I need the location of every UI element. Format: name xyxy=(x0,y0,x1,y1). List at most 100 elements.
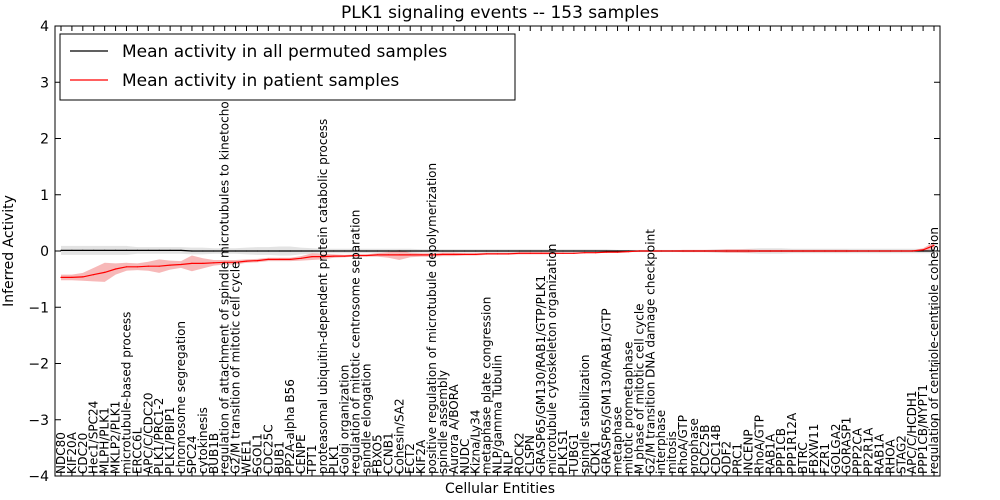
y-tick-label: 4 xyxy=(40,19,49,35)
x-tick-label: PRC1 xyxy=(731,443,745,474)
point-patient-52 xyxy=(627,251,630,253)
x-tick-label: CDC25C xyxy=(261,424,275,474)
point-permuted-1 xyxy=(71,249,73,251)
point-patient-42 xyxy=(518,252,520,254)
x-tick-label: spindle assembly xyxy=(436,370,450,474)
x-tick-label: CLSPN xyxy=(523,435,537,474)
point-patient-76 xyxy=(889,250,892,252)
point-permuted-26 xyxy=(344,250,346,252)
point-patient-26 xyxy=(344,255,346,257)
point-patient-40 xyxy=(496,253,499,255)
x-tick-label: Cohesin/SA2 xyxy=(392,398,406,474)
point-permuted-48 xyxy=(584,250,586,252)
point-patient-21 xyxy=(289,258,291,260)
x-tick-label: Kizna/Ly34 xyxy=(469,410,483,474)
point-patient-4 xyxy=(104,271,106,273)
point-permuted-2 xyxy=(82,249,84,251)
y-tick-label: −1 xyxy=(28,300,49,316)
x-tick-label: NLP xyxy=(501,451,515,474)
x-tick-label: INCENP xyxy=(742,429,756,474)
x-tick-label: APC/C/HCDH1 xyxy=(905,390,919,474)
point-patient-64 xyxy=(758,250,761,252)
point-permuted-10 xyxy=(169,249,171,251)
point-patient-0 xyxy=(60,276,62,278)
x-tick-label: FZR1 xyxy=(818,443,832,474)
x-tick-label: CDC25B xyxy=(698,424,712,474)
x-tick-label: RHOA xyxy=(883,438,897,474)
x-tick-label: FBXO5 xyxy=(371,434,385,474)
point-patient-29 xyxy=(376,254,379,256)
point-patient-27 xyxy=(355,254,357,257)
point-permuted-8 xyxy=(147,249,149,251)
point-patient-61 xyxy=(726,250,728,252)
x-tick-label: ROCK2 xyxy=(512,432,526,474)
point-permuted-34 xyxy=(431,250,433,252)
x-tick-label: chromosome segregation xyxy=(174,321,188,474)
x-tick-label: proteasomal ubiquitin-dependent protein … xyxy=(316,119,330,474)
x-tick-label: PLK1 xyxy=(327,445,341,474)
x-tick-label: RhoA/GTP xyxy=(676,415,690,474)
x-tick-label: PLK1S1 xyxy=(556,429,570,474)
point-patient-63 xyxy=(747,250,750,252)
point-patient-24 xyxy=(322,256,324,258)
point-permuted-27 xyxy=(355,250,357,252)
point-permuted-19 xyxy=(267,250,269,252)
legend-label-permuted: Mean activity in all permuted samples xyxy=(122,42,447,62)
point-patient-79 xyxy=(922,249,924,251)
y-axis-label: Inferred Activity xyxy=(1,195,17,307)
point-permuted-23 xyxy=(311,250,313,252)
x-tick-label: APC/C/CDC20 xyxy=(141,392,155,474)
point-patient-10 xyxy=(169,264,171,266)
x-tick-label: KIF20A xyxy=(65,431,79,474)
x-tick-label: PPP1R12A xyxy=(785,412,799,474)
x-axis: NDC80KIF20ACDC20Hec1/SPC24MLPH/PLK1MKLP2… xyxy=(54,26,941,476)
point-permuted-17 xyxy=(245,250,248,252)
x-tick-label: ECT2 xyxy=(403,443,417,474)
x-tick-label: regulation of centriole-centriole cohesi… xyxy=(927,227,941,474)
chart-title: PLK1 signaling events -- 153 samples xyxy=(341,3,659,23)
point-permuted-32 xyxy=(409,250,411,252)
point-permuted-28 xyxy=(366,250,368,252)
x-tick-label: metaphase plate congression xyxy=(480,297,494,474)
x-tick-label: FBXW11 xyxy=(807,424,821,475)
x-tick-label: PP2A-alpha B56 xyxy=(283,379,297,474)
legend: Mean activity in all permuted samples Me… xyxy=(59,33,516,101)
point-patient-65 xyxy=(769,250,771,252)
point-patient-20 xyxy=(278,258,280,260)
point-patient-55 xyxy=(660,250,662,252)
x-tick-label: BUB1B xyxy=(207,433,221,474)
x-tick-label: NLP/gamma Tubulin xyxy=(491,355,505,474)
point-permuted-11 xyxy=(180,249,182,251)
point-permuted-6 xyxy=(125,249,128,251)
x-tick-label: PPP1CB xyxy=(774,428,788,474)
x-tick-label: BTRC xyxy=(796,442,810,474)
point-patient-74 xyxy=(867,250,870,252)
point-patient-43 xyxy=(529,252,531,254)
x-tick-label: G2/M transition DNA damage checkpoint xyxy=(643,229,657,474)
x-tick-label: regulation of mitotic centrosome separat… xyxy=(349,210,363,474)
point-patient-62 xyxy=(737,250,739,252)
y-tick-label: 3 xyxy=(40,75,49,91)
point-permuted-40 xyxy=(496,250,499,252)
point-patient-72 xyxy=(846,250,848,252)
x-tick-label: KIF2A xyxy=(414,439,428,474)
x-tick-label: CENPE xyxy=(294,434,308,474)
x-tick-label: microtubule cytoskeleton organization xyxy=(545,244,559,474)
point-patient-18 xyxy=(256,260,258,262)
y-tick-label: 2 xyxy=(40,132,49,148)
x-tick-label: spindle stabilization xyxy=(578,354,592,474)
point-permuted-50 xyxy=(606,250,608,252)
point-patient-59 xyxy=(704,250,706,252)
point-patient-22 xyxy=(300,257,302,259)
x-tick-label: CDK1 xyxy=(589,441,603,474)
point-patient-11 xyxy=(180,263,182,266)
point-patient-68 xyxy=(802,250,804,252)
point-patient-38 xyxy=(475,253,477,255)
x-tick-label: mitotic prometaphase xyxy=(621,341,635,474)
point-patient-8 xyxy=(147,265,149,267)
point-patient-14 xyxy=(213,262,215,264)
point-patient-32 xyxy=(409,254,411,256)
x-tick-label: Hec1/SPC24 xyxy=(87,401,101,474)
x-tick-label: M phase of mitotic cell cycle xyxy=(632,303,646,474)
